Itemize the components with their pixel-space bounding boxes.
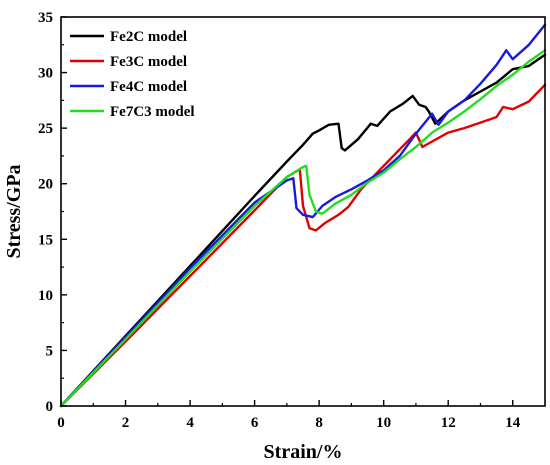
y-tick-label: 15 bbox=[38, 232, 53, 248]
series-line bbox=[59, 83, 547, 408]
x-tick-label: 4 bbox=[186, 415, 194, 431]
y-tick-label: 35 bbox=[38, 10, 53, 26]
plot-frame bbox=[60, 16, 546, 407]
x-tick-label: 0 bbox=[57, 415, 65, 431]
x-axis-title: Strain/% bbox=[264, 441, 343, 463]
x-axis-ticks: 0 2 4 6 8 10 12 14 bbox=[57, 400, 521, 431]
y-tick-label: 25 bbox=[38, 121, 53, 137]
legend-label: Fe4C model bbox=[110, 79, 187, 95]
x-tick-label: 10 bbox=[376, 415, 391, 431]
y-axis-ticks: 0 5 10 15 20 25 30 35 bbox=[38, 10, 67, 415]
x-tick-label: 12 bbox=[441, 415, 456, 431]
legend-label: Fe2C model bbox=[110, 29, 187, 45]
legend: Fe2C model Fe3C model Fe4C model Fe7C3 mode… bbox=[70, 29, 195, 120]
y-tick-label: 5 bbox=[46, 343, 54, 359]
x-tick-label: 6 bbox=[251, 415, 259, 431]
x-tick-label: 14 bbox=[505, 415, 521, 431]
legend-label: Fe7C3 model bbox=[110, 104, 195, 120]
y-tick-label: 10 bbox=[38, 288, 53, 304]
series-line bbox=[59, 53, 547, 408]
y-tick-label: 20 bbox=[38, 177, 53, 193]
y-tick-label: 0 bbox=[46, 399, 54, 415]
x-tick-label: 2 bbox=[122, 415, 130, 431]
series-line bbox=[59, 23, 547, 408]
plot-lines bbox=[59, 23, 547, 408]
series-line bbox=[59, 49, 547, 408]
y-axis-title: Stress/GPa bbox=[3, 164, 25, 258]
x-tick-label: 8 bbox=[315, 415, 323, 431]
y-tick-label: 30 bbox=[38, 66, 53, 82]
legend-label: Fe3C model bbox=[110, 54, 187, 70]
